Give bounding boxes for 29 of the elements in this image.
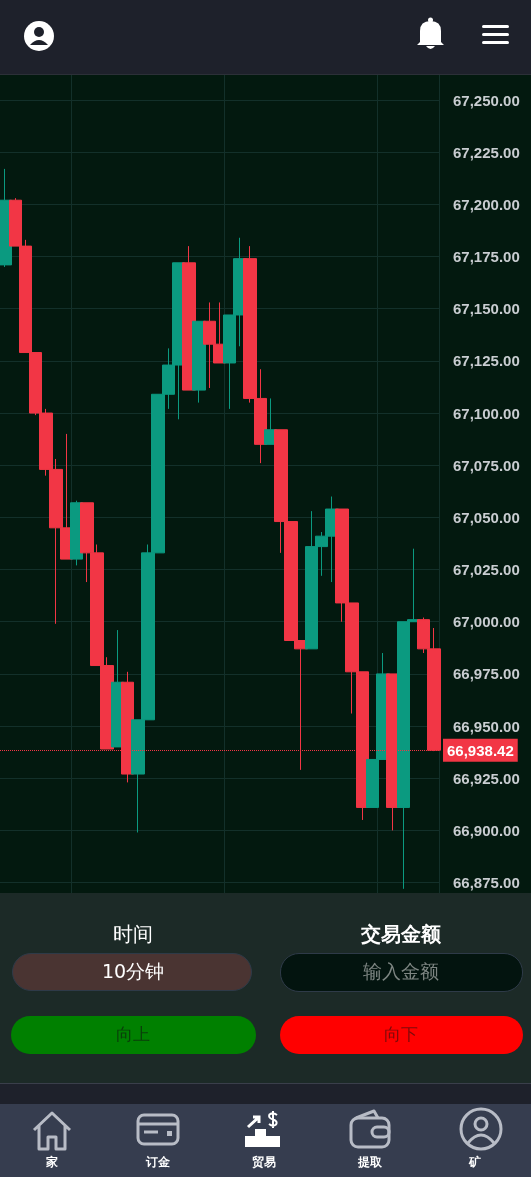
y-tick-label: 67,200.00 [453,195,520,213]
text: 矿 [469,1154,481,1171]
ref-line-label: 66,938.42 [447,741,514,759]
text: 输入金额 [363,959,439,984]
y-tick-label: 67,250.00 [453,91,520,109]
y-tick-label: 67,100.00 [453,404,520,422]
text: 10分钟 [101,959,165,984]
y-tick-label: 67,175.00 [453,248,520,266]
text: 贸易 [252,1154,276,1171]
y-tick-label: 67,000.00 [453,613,520,631]
y-tick-label: 67,050.00 [453,508,520,526]
y-tick-label: 67,150.00 [453,300,520,318]
y-tick-label: 66,900.00 [453,821,520,839]
text: 向下 [384,1023,418,1046]
candlestick [192,320,206,404]
y-tick-label: 67,075.00 [453,456,520,474]
y-tick-label: 66,950.00 [453,717,520,735]
text: 向上 [116,1023,150,1046]
y-tick-label: 66,975.00 [453,665,520,683]
y-tick-label: 67,225.00 [453,143,520,161]
y-tick-label: 66,875.00 [453,874,520,892]
y-tick-label: 66,925.00 [453,769,520,787]
y-tick-label: 67,125.00 [453,352,520,370]
text: 家 [46,1154,58,1171]
text: 订金 [146,1154,170,1171]
text: 提取 [358,1154,382,1171]
y-tick-label: 67,025.00 [453,561,520,579]
text: 交易金额 [361,921,441,948]
text: 时间 [113,921,153,948]
